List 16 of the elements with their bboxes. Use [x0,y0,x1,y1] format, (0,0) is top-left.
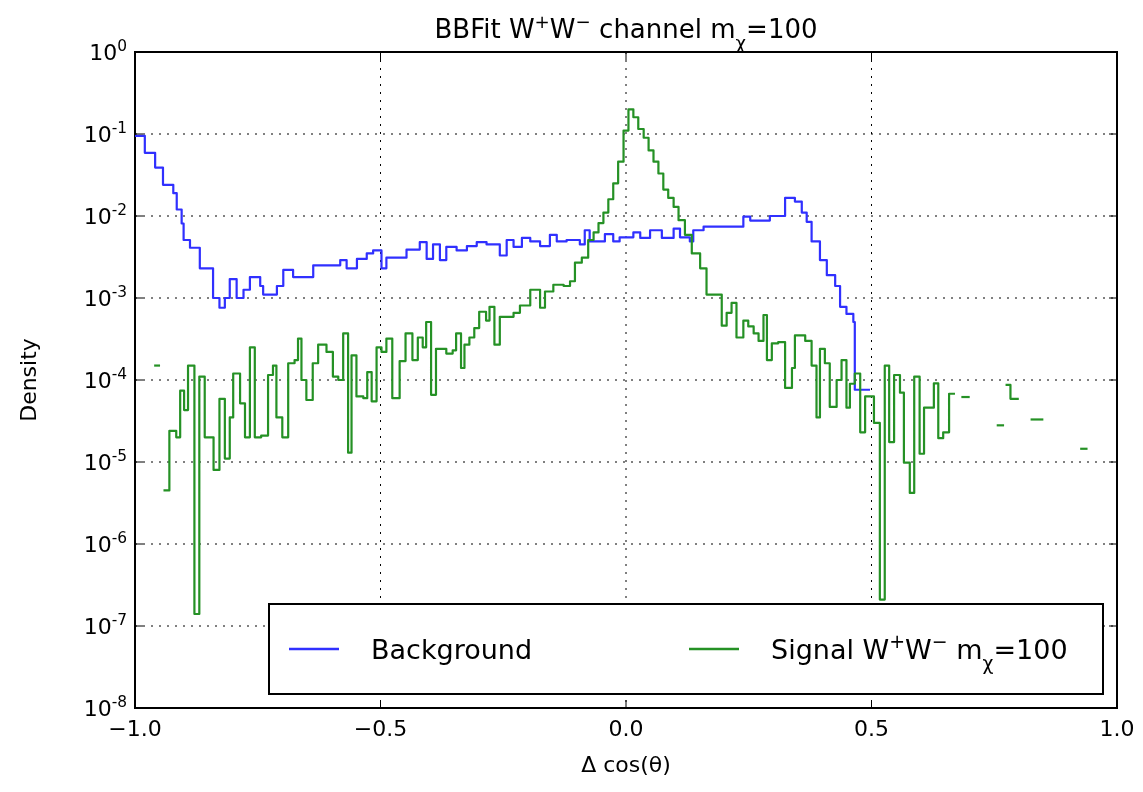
legend-label: Signal W$^{+}$W$^{−}$ m$_{χ}$=100 [771,630,1068,674]
y-tick-label: 10$^{-5}$ [83,447,127,475]
y-tick-label: 10$^{-7}$ [83,611,127,639]
legend-label: Background [371,634,533,665]
x-tick-label: −0.5 [353,716,408,741]
y-tick-label: 10$^{-4}$ [83,365,127,393]
x-tick-label: 0.0 [608,716,644,741]
x-tick-label: 0.5 [854,716,889,741]
y-tick-label: 10$^{-6}$ [83,529,127,557]
y-tick-label: 10$^{-1}$ [83,119,127,147]
x-tick-label: 1.0 [1099,716,1135,741]
y-tick-label: 10$^{0}$ [89,37,127,65]
x-axis-title: Δ cos(θ) [581,752,671,777]
y-tick-label: 10$^{-3}$ [83,283,127,311]
y-tick-label: 10$^{-2}$ [83,201,127,229]
y-axis-title: Density [16,338,41,422]
